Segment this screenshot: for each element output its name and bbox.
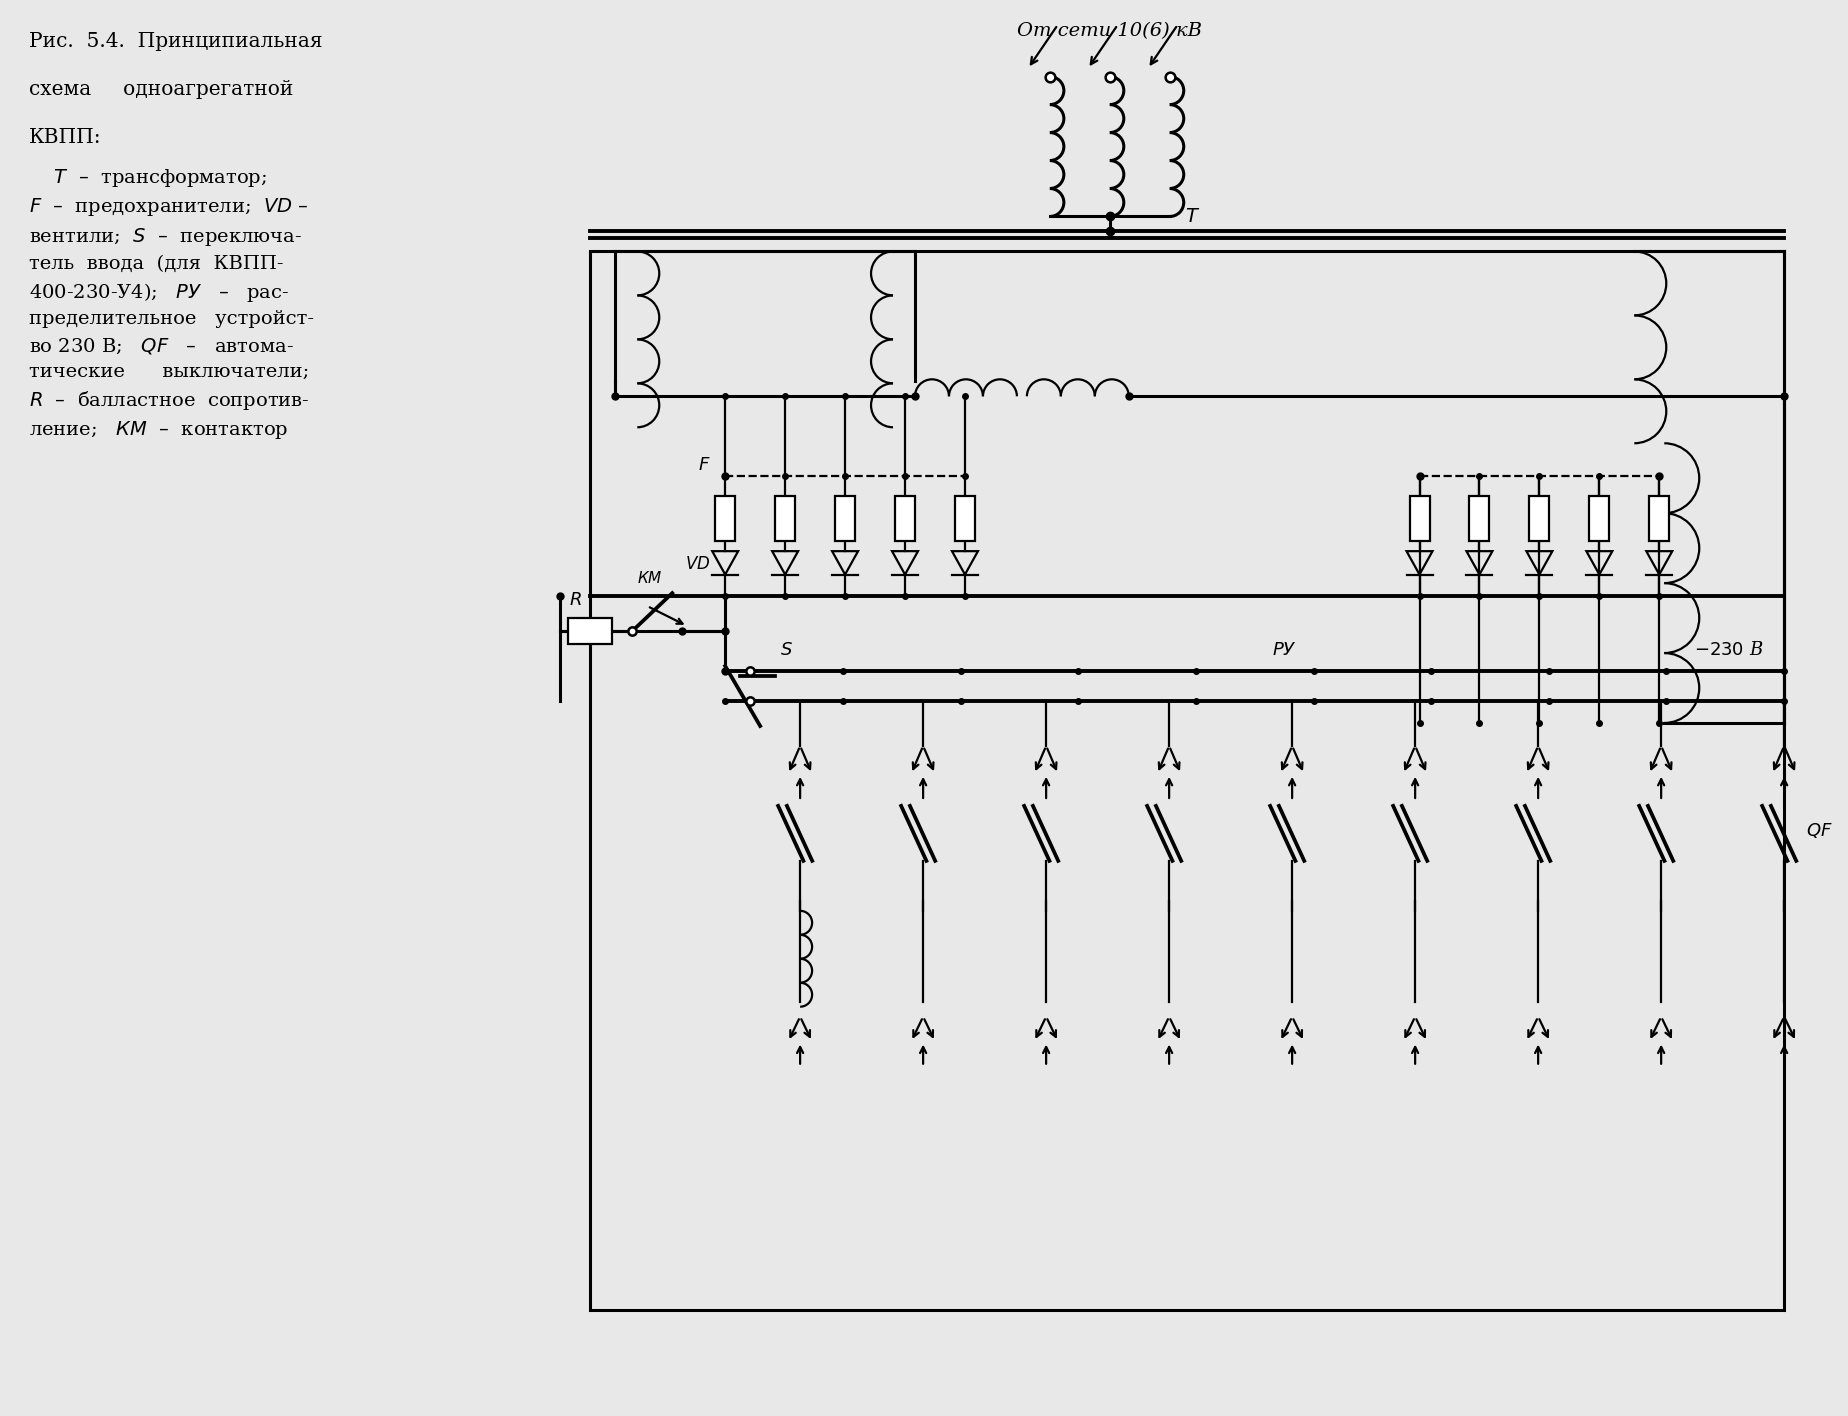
- Text: Рис.  5.4.  Принципиальная: Рис. 5.4. Принципиальная: [30, 31, 322, 51]
- Text: От сети 10(6) кВ: От сети 10(6) кВ: [1016, 21, 1203, 40]
- Bar: [590, 252, 1783, 1310]
- Bar: [894, 496, 915, 541]
- Text: КВПП:: КВПП:: [30, 127, 102, 147]
- Bar: [569, 619, 612, 644]
- Text: $VD$: $VD$: [686, 556, 710, 573]
- Text: $КМ$: $КМ$: [638, 571, 663, 586]
- Text: $T$  –  трансформатор;
$F$  –  предохранители;  $VD$ –
вентили;  $S$  –  переклю: $T$ – трансформатор; $F$ – предохранител…: [30, 167, 314, 442]
- Bar: [835, 496, 856, 541]
- Text: $-230$ В: $-230$ В: [1695, 641, 1765, 658]
- Bar: [1469, 496, 1489, 541]
- Bar: [715, 496, 736, 541]
- Bar: [1648, 496, 1669, 541]
- Text: $T$: $T$: [1185, 208, 1199, 227]
- Text: схема     одноагрегатной: схема одноагрегатной: [30, 79, 294, 99]
- Bar: [955, 496, 976, 541]
- Text: $R$: $R$: [569, 590, 582, 609]
- Text: $S$: $S$: [780, 641, 793, 658]
- Bar: [1530, 496, 1549, 541]
- Bar: [774, 496, 795, 541]
- Text: $QF$: $QF$: [1805, 821, 1833, 840]
- Bar: [1589, 496, 1610, 541]
- Text: $РУ$: $РУ$: [1271, 641, 1297, 658]
- Bar: [1410, 496, 1430, 541]
- Text: $F$: $F$: [699, 456, 710, 474]
